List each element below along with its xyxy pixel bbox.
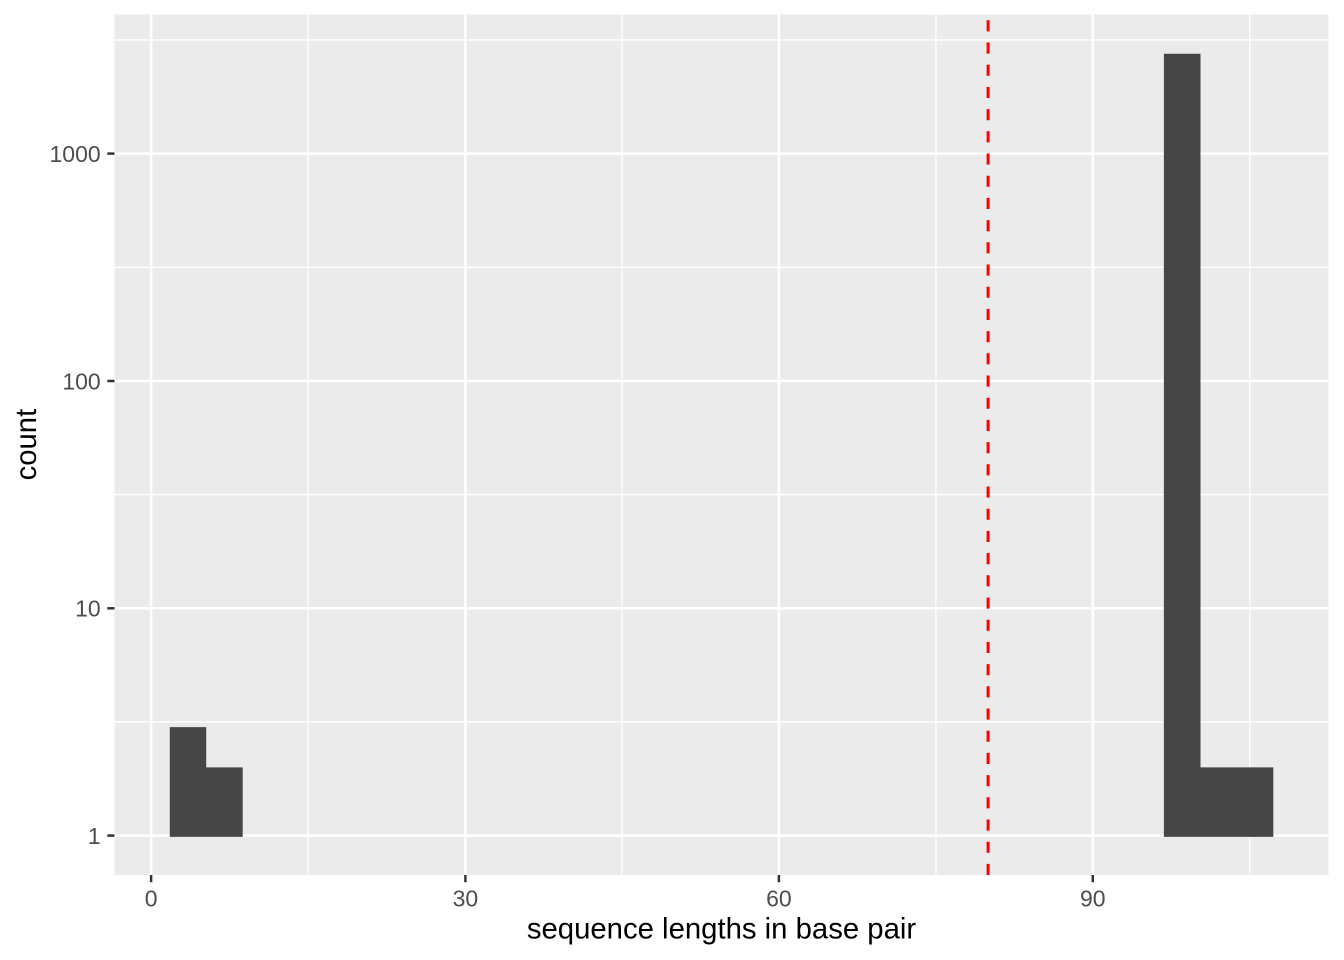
svg-text:60: 60 (766, 886, 792, 912)
svg-text:0: 0 (145, 886, 158, 912)
svg-text:1: 1 (88, 823, 101, 849)
svg-text:sequence lengths in base pair: sequence lengths in base pair (527, 913, 917, 946)
svg-text:30: 30 (453, 886, 479, 912)
svg-text:10: 10 (75, 596, 101, 622)
svg-text:count: count (10, 409, 43, 481)
svg-text:100: 100 (62, 368, 100, 394)
svg-text:90: 90 (1080, 886, 1106, 912)
svg-text:1000: 1000 (50, 141, 101, 167)
